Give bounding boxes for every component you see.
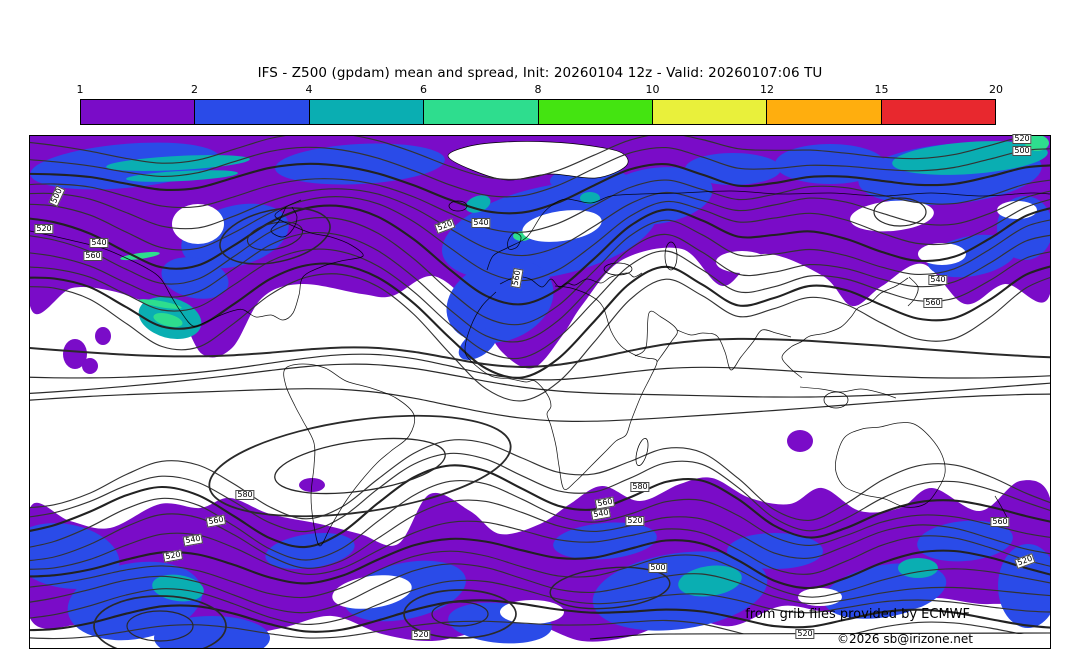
colorbar-tick-label: 15 — [874, 83, 889, 96]
spread-fill-south — [30, 477, 1050, 648]
colorbar-tick-label: 4 — [305, 83, 313, 96]
forecast-map — [30, 136, 1050, 648]
colorbar-segment — [195, 100, 310, 124]
colorbar-tick-label: 12 — [760, 83, 774, 96]
coastlines — [30, 190, 1050, 547]
map-area: from grib files provided by ECMWF ©2026 … — [29, 135, 1051, 649]
chart-title: IFS - Z500 (gpdam) mean and spread, Init… — [257, 65, 823, 81]
colorbar: 1 2 4 6 8 10 12 15 20 — [76, 83, 1004, 125]
copyright-text: ©2026 sb@irizone.net — [837, 632, 973, 646]
colorbar-segment — [538, 100, 653, 124]
colorbar-tick-label: 20 — [989, 83, 1003, 96]
colorbar-segment — [424, 100, 539, 124]
bottom-strip — [589, 632, 1050, 648]
colorbar-tick-label: 1 — [76, 83, 84, 96]
colorbar-tick-labels: 1 2 4 6 8 10 12 15 20 — [76, 83, 1004, 99]
colorbar-bar — [80, 99, 996, 125]
colorbar-segment — [81, 100, 196, 124]
colorbar-tick-label: 6 — [420, 83, 427, 96]
mean-contours — [30, 136, 1050, 648]
colorbar-segment — [652, 100, 768, 124]
colorbar-segment — [767, 100, 882, 124]
colorbar-segment — [881, 100, 995, 124]
colorbar-tick-label: 8 — [534, 83, 542, 96]
colorbar-tick-label: 10 — [645, 83, 660, 96]
spread-spots — [63, 327, 813, 492]
data-credit-text: from grib files provided by ECMWF — [745, 607, 970, 622]
colorbar-segment — [309, 100, 425, 124]
colorbar-tick-label: 2 — [191, 83, 198, 96]
